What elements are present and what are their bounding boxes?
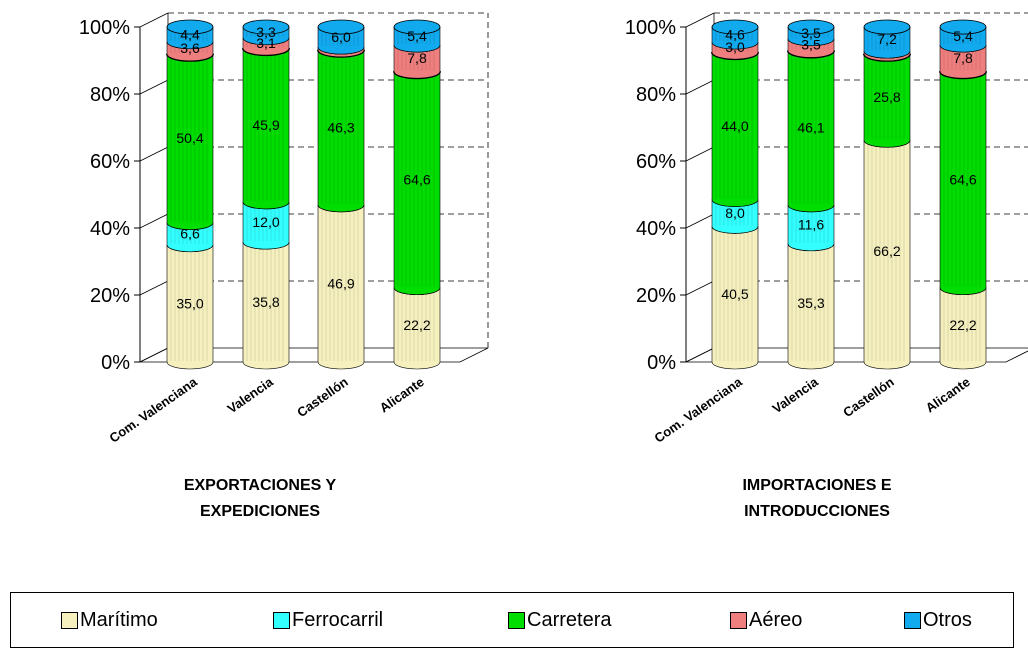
data-label-otros: 5,4 — [407, 28, 427, 44]
data-label-maritimo: 35,0 — [176, 295, 203, 311]
category-label: Com. Valenciana — [106, 374, 200, 446]
category-label: Castellón — [840, 374, 897, 420]
data-label-carretera: 46,1 — [797, 120, 824, 136]
data-label-aereo: 3,1 — [256, 35, 276, 51]
category-label: Alicante — [923, 374, 973, 415]
data-label-aereo: 7,8 — [953, 50, 973, 66]
legend-label-otros: Otros — [923, 608, 972, 631]
category-label: Alicante — [377, 374, 427, 415]
data-label-maritimo: 40,5 — [721, 286, 748, 302]
y-tick-label: 0% — [647, 352, 676, 374]
legend-swatch-ferrocarril — [273, 611, 290, 629]
data-label-ferrocarril: 8,0 — [725, 205, 745, 221]
bar-top-cap — [863, 19, 911, 35]
data-label-maritimo: 35,3 — [797, 295, 824, 311]
legend-label-maritimo: Marítimo — [80, 608, 158, 631]
y-tick-label: 20% — [636, 285, 676, 307]
y-tick-label: 60% — [90, 151, 130, 173]
data-label-carretera: 50,4 — [176, 130, 203, 146]
data-label-carretera: 44,0 — [721, 118, 748, 134]
bar-top-cap — [393, 19, 441, 35]
y-tick-label: 40% — [636, 218, 676, 240]
axis-depth-tick — [685, 213, 715, 229]
y-tick-label: 100% — [625, 17, 676, 39]
data-label-maritimo: 22,2 — [949, 317, 976, 333]
data-label-carretera: 64,6 — [949, 171, 976, 187]
legend-swatch-carretera — [508, 611, 525, 629]
data-label-otros: 4,4 — [180, 26, 200, 42]
data-label-ferrocarril: 12,0 — [252, 214, 279, 230]
legend-item-otros: Otros — [904, 593, 972, 647]
legend-swatch-maritimo — [61, 611, 78, 629]
axis-depth-tick — [139, 12, 169, 28]
legend-swatch-otros — [904, 611, 921, 629]
bar-top-cap — [787, 19, 835, 35]
category-label: Com. Valenciana — [651, 374, 745, 446]
chart-title: IMPORTACIONES E — [742, 477, 891, 494]
data-label-maritimo: 66,2 — [873, 243, 900, 259]
data-label-aereo: 7,8 — [407, 50, 427, 66]
y-tick-label: 80% — [636, 84, 676, 106]
data-label-otros: 6,0 — [331, 29, 351, 45]
axis-depth-tick — [139, 213, 169, 229]
legend-item-ferrocarril: Ferrocarril — [273, 593, 383, 647]
charts-area: 0% 20% 40% 60% 80% 100% Com. Valenciana Valenci… — [79, 12, 1028, 520]
chart-exportaciones: 0% 20% 40% 60% 80% 100% Com. Valenciana Valenci… — [79, 12, 489, 520]
category-label: Castellón — [294, 374, 351, 420]
chart-importaciones: 0% 20% 40% 60% 80% 100% Com. Valenciana Valenci… — [625, 12, 1028, 520]
data-label-carretera: 46,3 — [327, 119, 354, 135]
axis-depth-tick — [139, 146, 169, 162]
y-tick-label: 20% — [90, 285, 130, 307]
data-label-otros: 3,3 — [256, 24, 276, 40]
bar-top-cap — [711, 19, 759, 35]
legend-label-carretera: Carretera — [527, 608, 612, 631]
bar-top-cap — [166, 19, 214, 35]
y-tick-label: 40% — [90, 218, 130, 240]
data-label-carretera: 25,8 — [873, 89, 900, 105]
data-label-otros: 7,2 — [877, 31, 897, 47]
data-label-ferrocarril: 11,6 — [798, 216, 824, 232]
category-label: Valencia — [224, 374, 276, 417]
data-label-aereo: 3,0 — [725, 39, 745, 55]
bar-top-cap — [242, 19, 290, 35]
y-tick-label: 60% — [636, 151, 676, 173]
y-tick-label: 0% — [101, 352, 130, 374]
y-tick-label: 80% — [90, 84, 130, 106]
bar-top-cap — [939, 19, 987, 35]
data-label-aereo: 3,6 — [180, 40, 200, 56]
data-label-maritimo: 22,2 — [403, 317, 430, 333]
axis-depth-tick — [685, 146, 715, 162]
data-label-carretera: 45,9 — [252, 117, 279, 133]
legend-item-aereo: Aéreo — [730, 593, 802, 647]
legend-swatch-aereo — [730, 611, 747, 629]
data-label-aereo: 3,5 — [801, 37, 821, 53]
category-label: Valencia — [769, 374, 821, 417]
legend-label-ferrocarril: Ferrocarril — [292, 608, 384, 631]
axis-depth-tick — [139, 79, 169, 95]
y-tick-label: 100% — [79, 17, 130, 39]
chart-legend: Marítimo Ferrocarril Carretera Aéreo Otr… — [10, 592, 1014, 648]
chart-title: EXPEDICIONES — [200, 503, 320, 520]
data-label-maritimo: 46,9 — [327, 275, 354, 291]
data-label-otros: 3,5 — [801, 25, 821, 41]
chart-title: EXPORTACIONES Y — [184, 477, 337, 494]
data-label-otros: 4,6 — [725, 26, 745, 42]
data-label-otros: 5,4 — [953, 28, 973, 44]
axis-depth-tick — [685, 12, 715, 28]
axis-depth-tick — [139, 280, 169, 296]
bar-top-cap — [317, 19, 365, 35]
legend-item-carretera: Carretera — [508, 593, 611, 647]
data-label-maritimo: 35,8 — [252, 294, 279, 310]
axis-depth-tick — [685, 79, 715, 95]
data-label-ferrocarril: 6,6 — [180, 226, 200, 242]
axis-depth-tick — [685, 280, 715, 296]
chart-title: INTRODUCCIONES — [744, 503, 890, 520]
legend-label-aereo: Aéreo — [749, 608, 803, 631]
legend-item-maritimo: Marítimo — [61, 593, 158, 647]
data-label-carretera: 64,6 — [403, 171, 430, 187]
